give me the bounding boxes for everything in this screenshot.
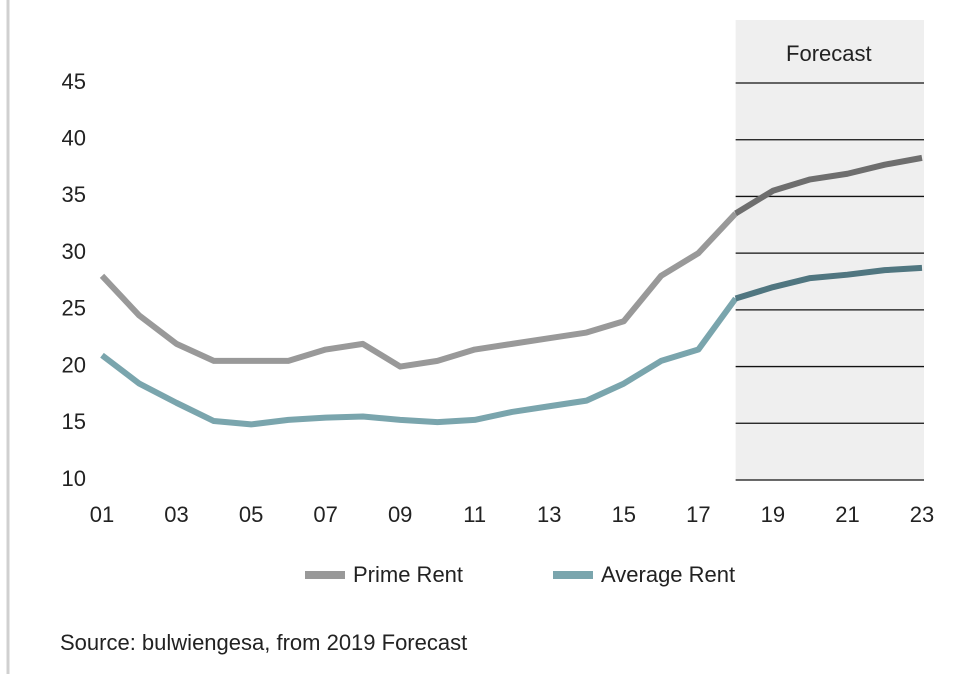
forecast-area — [735, 20, 924, 480]
x-tick-label: 09 — [388, 502, 412, 527]
legend-swatch — [305, 571, 345, 579]
x-tick-label: 07 — [313, 502, 337, 527]
legend-label: Average Rent — [601, 562, 735, 587]
y-tick-label: 45 — [62, 69, 86, 94]
forecast-label: Forecast — [786, 41, 872, 66]
x-tick-label: 23 — [910, 502, 934, 527]
y-tick-label: 15 — [62, 409, 86, 434]
x-tick-label: 17 — [686, 502, 710, 527]
source: Source: bulwiengesa, from 2019 Forecast — [60, 630, 467, 655]
x-tick-label: 11 — [463, 502, 486, 527]
line — [99, 211, 738, 370]
x-tick-label: 13 — [537, 502, 561, 527]
y-tick-label: 30 — [62, 239, 86, 264]
x-tick-label: 03 — [164, 502, 188, 527]
forecast-line — [734, 264, 923, 302]
x-tick-label: 05 — [239, 502, 263, 527]
x-tick-label: 15 — [612, 502, 636, 527]
legend-swatch — [553, 571, 593, 579]
y-tick-label: 25 — [62, 296, 86, 321]
forecast-line — [734, 154, 923, 217]
y-tick-label: 35 — [62, 182, 86, 207]
y-tick-label: 40 — [62, 126, 86, 151]
y-tick-label: 20 — [62, 352, 86, 377]
x-tick-label: 01 — [90, 502, 114, 527]
y-tick-label: 10 — [62, 466, 86, 491]
line — [100, 296, 739, 428]
legend-label: Prime Rent — [353, 562, 463, 587]
x-tick-label: 21 — [835, 502, 859, 527]
x-tick-label: 19 — [761, 502, 785, 527]
